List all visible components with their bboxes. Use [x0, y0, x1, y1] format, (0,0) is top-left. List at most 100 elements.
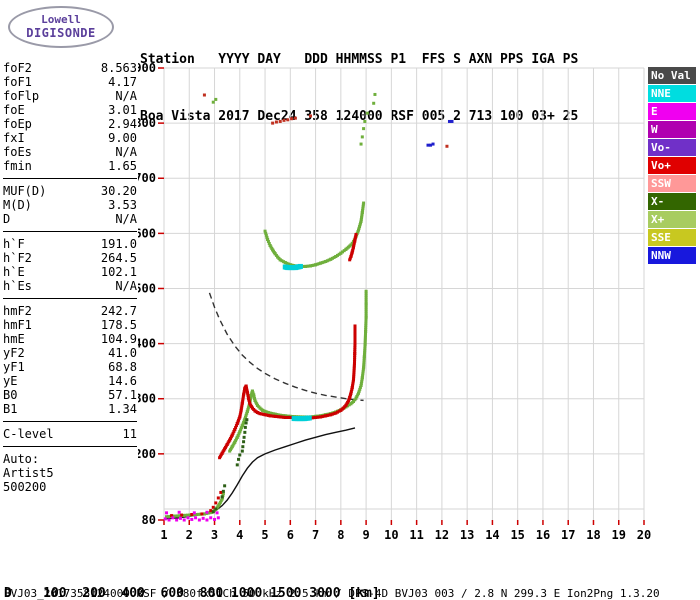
legend-item-ssw: SSW: [648, 175, 696, 192]
legend-item-x-: X-: [648, 193, 696, 210]
param-yf1: yF1 68.8: [3, 360, 137, 374]
param-label: h`E: [3, 265, 25, 279]
param-value: 4.17: [108, 75, 137, 89]
param-value: 30.20: [100, 184, 137, 198]
series-e-region-magenta-scatter: [163, 510, 220, 522]
param-value: 14.6: [108, 374, 137, 388]
distance-row: D 100 200 400 600 800 1000 1500 3000 [km…: [4, 586, 380, 600]
logo-lowell-text: Lowell: [41, 13, 81, 26]
param-value: 264.5: [100, 251, 137, 265]
svg-text:18: 18: [586, 528, 600, 542]
param-fof1: foF1 4.17: [3, 75, 137, 89]
header-fields-row: Station YYYY DAY DDD HHMMSS P1 FFS S AXN…: [140, 52, 579, 67]
param-value: 1.34: [108, 402, 137, 416]
param-label: B1: [3, 402, 18, 416]
param-value: 68.8: [108, 360, 137, 374]
param-value: 3.01: [108, 103, 137, 117]
series-o-trace-second-hop: [348, 232, 358, 262]
param-label: fxI: [3, 131, 25, 145]
svg-text:15: 15: [510, 528, 524, 542]
param-label: yF2: [3, 346, 25, 360]
param-foe: foE 3.01: [3, 103, 137, 117]
param-hf: h`F 191.0: [3, 237, 137, 251]
param-hme: hmE 104.9: [3, 332, 137, 346]
legend-item-noval: No Val: [648, 67, 696, 84]
param-hf2: h`F2 264.5: [3, 251, 137, 265]
parameter-group-separator: [3, 298, 137, 299]
svg-text:17: 17: [561, 528, 575, 542]
parameter-group-separator: [3, 421, 137, 422]
svg-text:20: 20: [637, 528, 651, 542]
param-yf2: yF2 41.0: [3, 346, 137, 360]
param-foep: foEp 2.94: [3, 117, 137, 131]
param-label: foF1: [3, 75, 32, 89]
grid: [163, 67, 645, 520]
param-value: 3.53: [108, 198, 137, 212]
param-fof2: foF2 8.563: [3, 61, 137, 75]
param-value: 2.94: [108, 117, 137, 131]
param-d: D N/A: [3, 212, 137, 226]
series-restored-height-dashed: [208, 292, 364, 402]
header-values-row: Boa Vista 2017 Dec24 358 124000 RSF 005 …: [140, 109, 579, 124]
direction-legend: No Val NNE E W Vo- Vo+ SSW X- X+ SSE NNW: [648, 67, 696, 265]
param-500200: 500200: [3, 480, 137, 494]
param-ye: yE 14.6: [3, 374, 137, 388]
param-label: foEs: [3, 145, 32, 159]
series-x-trace-f-region: [228, 289, 368, 453]
param-label: hmF1: [3, 318, 32, 332]
param-value: 1.65: [108, 159, 137, 173]
param-md: M(D) 3.53: [3, 198, 137, 212]
legend-item-vo-: Vo-: [648, 139, 696, 156]
param-value: N/A: [115, 279, 137, 293]
svg-text:13: 13: [460, 528, 474, 542]
series-f-trace-nne-segment: [291, 415, 312, 422]
param-artist5: Artist5: [3, 466, 137, 480]
legend-item-x+: X+: [648, 211, 696, 228]
param-label: yF1: [3, 360, 25, 374]
param-label: MUF(D): [3, 184, 47, 198]
legend-item-e: E: [648, 103, 696, 120]
svg-text:800: 800: [138, 116, 156, 130]
ionogram-plot: 1234567891011121314151617181920802003004…: [138, 61, 651, 542]
svg-text:5: 5: [261, 528, 268, 542]
svg-text:2: 2: [186, 528, 193, 542]
svg-text:700: 700: [138, 171, 156, 185]
param-b1: B1 1.34: [3, 402, 137, 416]
param-label: M(D): [3, 198, 32, 212]
param-he: h`E 102.1: [3, 265, 137, 279]
lowell-digisonde-logo: Lowell DIGISONDE: [8, 6, 114, 48]
param-auto: Auto:: [3, 452, 137, 466]
parameter-group-separator: [3, 178, 137, 179]
series-f1-cusp-x-minus-cluster: [211, 418, 249, 514]
param-label: D: [3, 212, 11, 226]
param-b0: B0 57.1: [3, 388, 137, 402]
param-clevel: C-level 11: [3, 427, 137, 441]
param-value: 191.0: [100, 237, 137, 251]
svg-text:900: 900: [138, 61, 156, 75]
svg-text:600: 600: [138, 226, 156, 240]
param-value: N/A: [115, 145, 137, 159]
param-label: 500200: [3, 480, 47, 494]
param-fmin: fmin 1.65: [3, 159, 137, 173]
legend-item-sse: SSE: [648, 229, 696, 246]
series-spread-echo-green-scatter: [211, 92, 377, 146]
param-fxi: fxI 9.00: [3, 131, 137, 145]
param-foflp: foFlp N/A: [3, 89, 137, 103]
param-label: Artist5: [3, 466, 54, 480]
param-label: yE: [3, 374, 18, 388]
station-header: Station YYYY DAY DDD HHMMSS P1 FFS S AXN…: [140, 12, 578, 145]
series-electron-density-profile: [163, 427, 356, 520]
svg-text:6: 6: [287, 528, 294, 542]
param-value: 9.00: [108, 131, 137, 145]
svg-text:7: 7: [312, 528, 319, 542]
param-label: foF2: [3, 61, 32, 75]
param-label: h`F2: [3, 251, 32, 265]
param-value: 104.9: [100, 332, 137, 346]
svg-text:200: 200: [138, 447, 156, 461]
param-value: 57.1: [108, 388, 137, 402]
param-label: B0: [3, 388, 18, 402]
param-label: hmF2: [3, 304, 32, 318]
svg-text:9: 9: [362, 528, 369, 542]
svg-text:16: 16: [536, 528, 550, 542]
param-value: 11: [122, 427, 137, 441]
